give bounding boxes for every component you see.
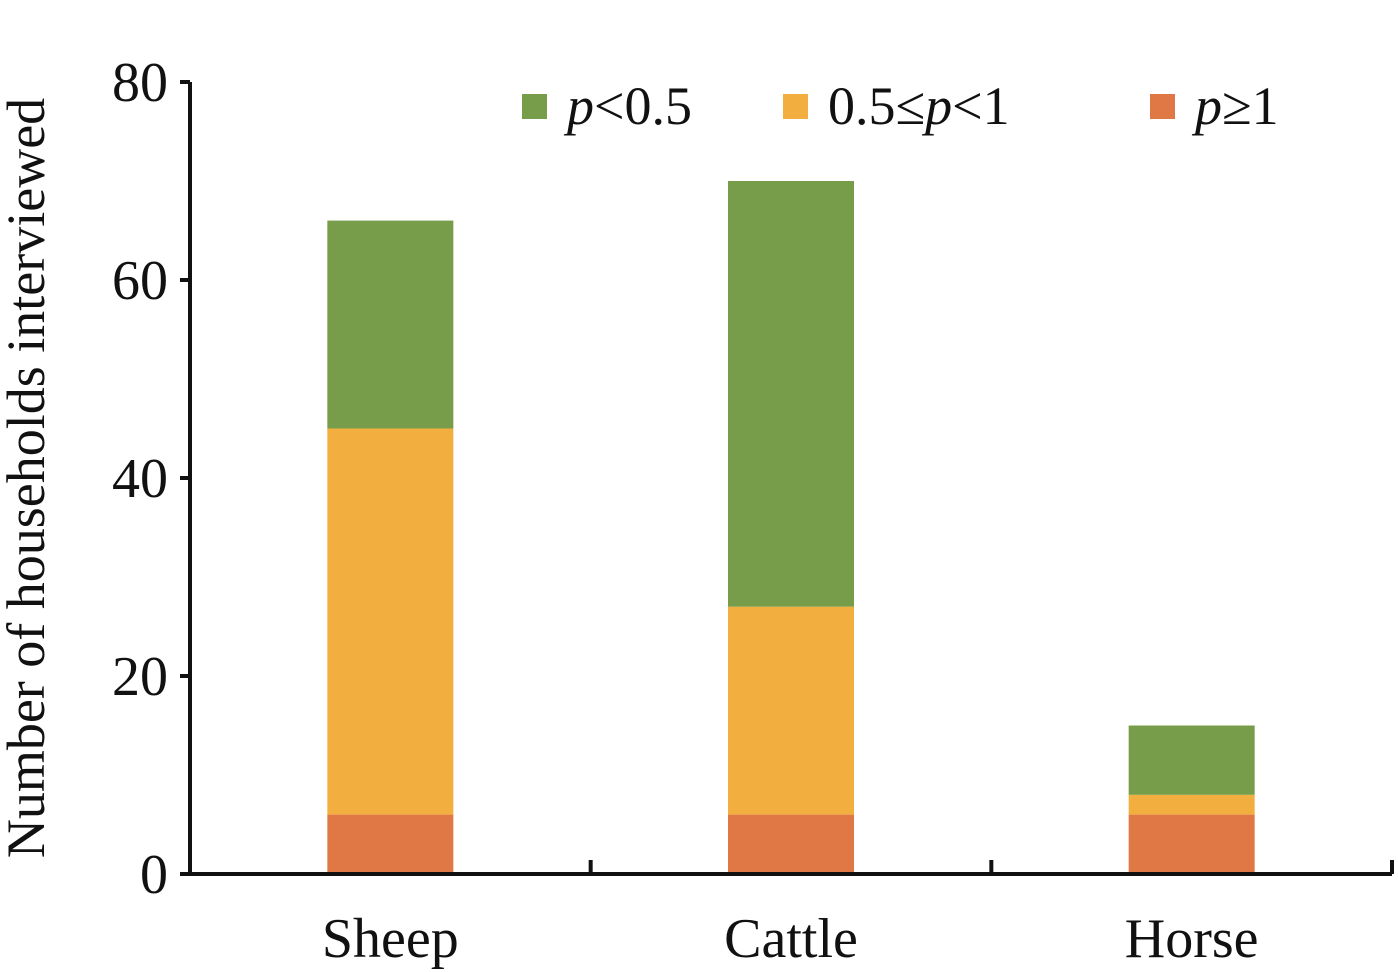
bar-sheep-series-1 [327,428,454,815]
bar-cattle-series-2 [728,181,854,607]
bar-sheep-series-0 [327,814,454,874]
bar-sheep-series-2 [327,220,454,429]
legend-swatch-0 [522,94,547,119]
y-tick-label: 60 [112,250,168,312]
x-tick-label-cattle: Cattle [724,908,858,970]
legend-swatch-2 [1150,94,1175,119]
legend-swatch-1 [783,94,808,119]
legend-label-0: p<0.5 [563,76,692,136]
bar-horse-series-0 [1128,814,1255,874]
bar-cattle-series-1 [728,606,854,815]
y-tick-label: 20 [112,646,168,708]
x-tick-label-horse: Horse [1125,908,1259,970]
y-tick-label: 80 [112,52,168,114]
bars-layer [327,181,1255,874]
x-tick-label-sheep: Sheep [322,908,459,970]
bar-cattle-series-0 [728,814,854,874]
y-tick-label: 0 [140,844,168,906]
legend-label-1: 0.5≤p<1 [828,76,1010,136]
legend-label-2: p≥1 [1191,76,1279,136]
y-axis-title: Number of households interviewed [0,98,56,858]
bar-horse-series-1 [1128,794,1255,815]
y-tick-label: 40 [112,448,168,510]
axes-layer: 0 20 40 60 80 Sheep Cattle Horse [112,52,1394,970]
legend: p<0.5 0.5≤p<1 p≥1 [522,76,1279,136]
bar-horse-series-2 [1128,725,1255,795]
